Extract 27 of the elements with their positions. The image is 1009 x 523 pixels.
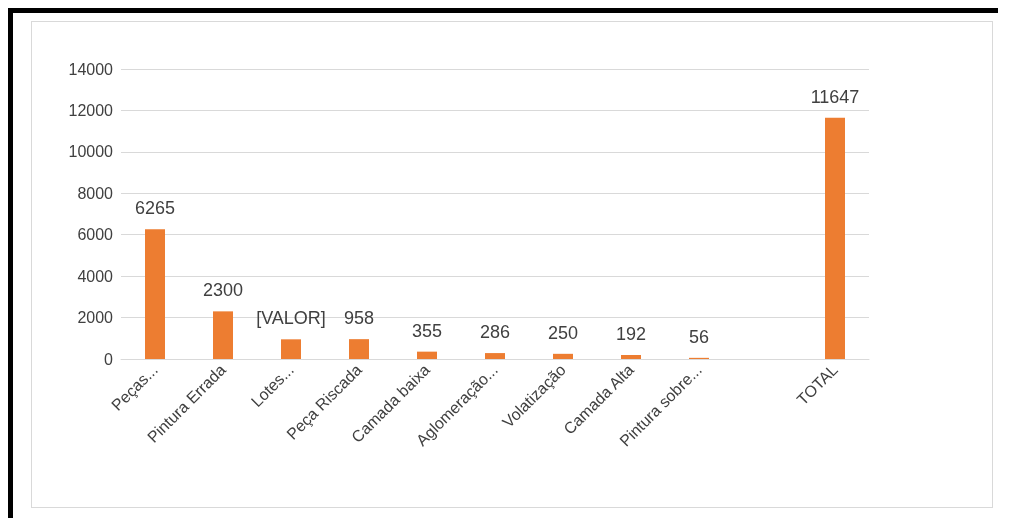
bar (553, 353, 573, 359)
bar (417, 351, 437, 359)
data-label: 250 (547, 322, 579, 343)
bar (485, 353, 505, 359)
data-label: 192 (615, 324, 647, 345)
data-label: 6265 (134, 198, 176, 219)
y-tick-label: 6000 (77, 226, 114, 244)
data-label: 2300 (202, 280, 244, 301)
bar (825, 117, 845, 359)
y-tick-label: 12000 (68, 101, 114, 119)
data-label: 11647 (810, 86, 860, 107)
y-tick-label: 4000 (77, 267, 114, 285)
y-tick-label: 10000 (68, 143, 114, 161)
y-tick-label: 2000 (77, 309, 114, 327)
data-label: [VALOR] (256, 308, 326, 329)
bar (145, 229, 165, 359)
data-label: 355 (411, 320, 443, 341)
data-label: 958 (343, 308, 375, 329)
y-tick-label: 0 (104, 350, 114, 368)
data-label: 286 (479, 322, 511, 343)
y-tick-label: 8000 (77, 184, 114, 202)
bar (213, 311, 233, 359)
y-tick-label: 14000 (68, 60, 114, 78)
data-label: 56 (688, 326, 710, 347)
bar (621, 355, 641, 359)
bar (281, 339, 301, 359)
bar (349, 339, 369, 359)
